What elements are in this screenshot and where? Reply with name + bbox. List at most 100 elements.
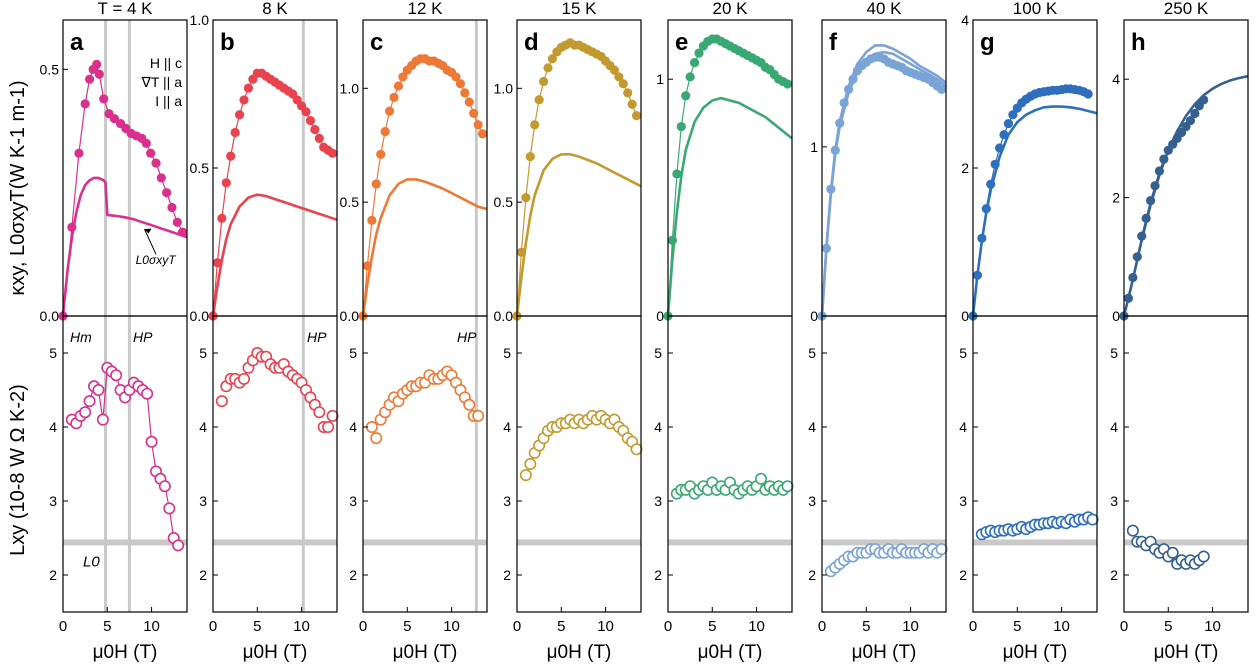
y-tick-label-bottom: 3 <box>1110 493 1118 509</box>
x-axis-title: μ0H (T) <box>93 642 158 663</box>
lxy-point <box>141 387 154 400</box>
temperature-label: T = 4 K <box>98 0 154 18</box>
l0sxyt-curve <box>820 44 947 317</box>
lxy-point <box>781 480 794 493</box>
y-tick-label-top: 1.0 <box>494 80 514 96</box>
y-tick-label-bottom: 3 <box>654 493 662 509</box>
y-tick-label-bottom: 2 <box>654 567 662 583</box>
kxy-point <box>547 54 558 64</box>
top-axes-frame <box>516 19 642 317</box>
kxy-point <box>243 83 254 93</box>
x-tick-label: 5 <box>708 618 716 635</box>
y-tick-label-bottom: 3 <box>959 493 967 509</box>
lxy-point <box>215 395 228 408</box>
lxy-point <box>754 472 767 485</box>
y-tick-label-bottom: 2 <box>503 567 511 583</box>
kxy-point <box>623 88 633 98</box>
lxy-point <box>83 395 96 408</box>
kxy-point <box>167 202 177 213</box>
x-tick-label: 5 <box>253 618 261 635</box>
lxy-point <box>238 372 251 385</box>
kxy-point <box>376 149 386 159</box>
x-axis-title: μ0H (T) <box>547 642 612 663</box>
x-tick-label: 5 <box>862 618 870 635</box>
kxy-connector <box>212 72 333 317</box>
kxy-point <box>464 97 474 107</box>
temperature-label: 20 K <box>713 0 749 18</box>
panel-letter: a <box>70 29 84 56</box>
l0sxyt-curve <box>820 50 947 317</box>
kxy-point <box>534 95 544 105</box>
x-tick-label: 5 <box>1013 618 1021 635</box>
y-tick-label-bottom: 5 <box>654 345 662 361</box>
hp-label: HP <box>133 329 153 345</box>
temperature-label: 40 K <box>867 0 903 18</box>
x-tick-label: 0 <box>59 618 67 635</box>
kxy-point <box>221 178 231 188</box>
y-tick-label-top: 0.0 <box>190 308 210 324</box>
x-tick-label: 10 <box>748 618 765 635</box>
temperature-label: 250 K <box>1164 0 1209 18</box>
kxy-point <box>393 81 404 91</box>
temperature-label: 15 K <box>562 0 598 18</box>
y-tick-label-top: 1 <box>810 139 818 155</box>
y-tick-label-top: 0.5 <box>494 194 514 210</box>
y-tick-label-top: 0.0 <box>40 308 60 324</box>
lxy-point <box>110 369 123 382</box>
kxy-point <box>99 94 109 104</box>
bottom-axes-frame <box>821 315 947 613</box>
kxy-point <box>92 59 102 69</box>
panel-f: 0 5 10 μ0H (T) 0 1 2 3 4 5 40 K f <box>808 0 948 663</box>
l0sxyt-curve <box>211 193 338 317</box>
l0-band <box>517 539 641 546</box>
kxy-point <box>1190 108 1200 119</box>
y-tick-label-top: 1.0 <box>340 80 360 96</box>
lxy-point <box>1197 550 1210 563</box>
panel-letter: e <box>675 29 688 56</box>
kxy-point <box>80 99 90 109</box>
y-tick-label-top: 0.0 <box>494 308 514 324</box>
kxy-point <box>521 193 531 203</box>
y-tick-label-bottom: 3 <box>349 493 357 509</box>
panel-letter: b <box>220 29 235 56</box>
y-tick-label-bottom: 4 <box>1110 419 1118 435</box>
kxy-connector <box>516 42 638 317</box>
l0-band <box>668 539 792 546</box>
lxy-point <box>326 409 339 422</box>
lxy-point <box>1126 524 1139 537</box>
kxy-point <box>609 65 620 75</box>
x-axis-title: μ0H (T) <box>243 642 308 663</box>
temperature-label: 12 K <box>408 0 444 18</box>
orientation-label: ∇T || a <box>140 74 182 90</box>
kxy-point <box>451 72 461 82</box>
kxy-point <box>226 151 236 161</box>
x-tick-label: 0 <box>209 618 217 635</box>
bottom-axes-frame <box>516 315 642 613</box>
l0-band <box>1124 539 1248 546</box>
l0-band <box>363 539 487 546</box>
kxy-point <box>477 129 488 139</box>
kxy-connector <box>821 56 942 317</box>
x-tick-label: 0 <box>359 618 367 635</box>
lxy-point <box>145 435 158 448</box>
x-tick-label: 10 <box>902 618 919 635</box>
top-axes-frame <box>972 19 1098 317</box>
panel-b: 0 5 10 μ0H (T) 0.0 0.5 1.0 2 3 4 5 8 K b HP <box>190 0 339 663</box>
l0sxyt-curve <box>666 96 793 317</box>
y-tick-label-bottom: 4 <box>349 419 357 435</box>
x-tick-label: 0 <box>969 618 977 635</box>
l0sxyt-curve <box>971 105 1098 317</box>
bottom-axes-frame <box>212 315 338 613</box>
l0-band <box>822 539 946 546</box>
l0-label: L0 <box>83 553 100 570</box>
lxy-point <box>313 406 326 419</box>
kxy-point <box>162 188 172 198</box>
curve-label: L0σxyT <box>136 253 178 267</box>
kxy-point <box>627 99 637 109</box>
y-tick-label-bottom: 2 <box>349 567 357 583</box>
curve-label-arrowhead <box>144 228 152 234</box>
x-tick-label: 0 <box>1120 618 1128 635</box>
hp-label: HP <box>457 329 477 345</box>
y-tick-label-bottom: 5 <box>503 345 511 361</box>
